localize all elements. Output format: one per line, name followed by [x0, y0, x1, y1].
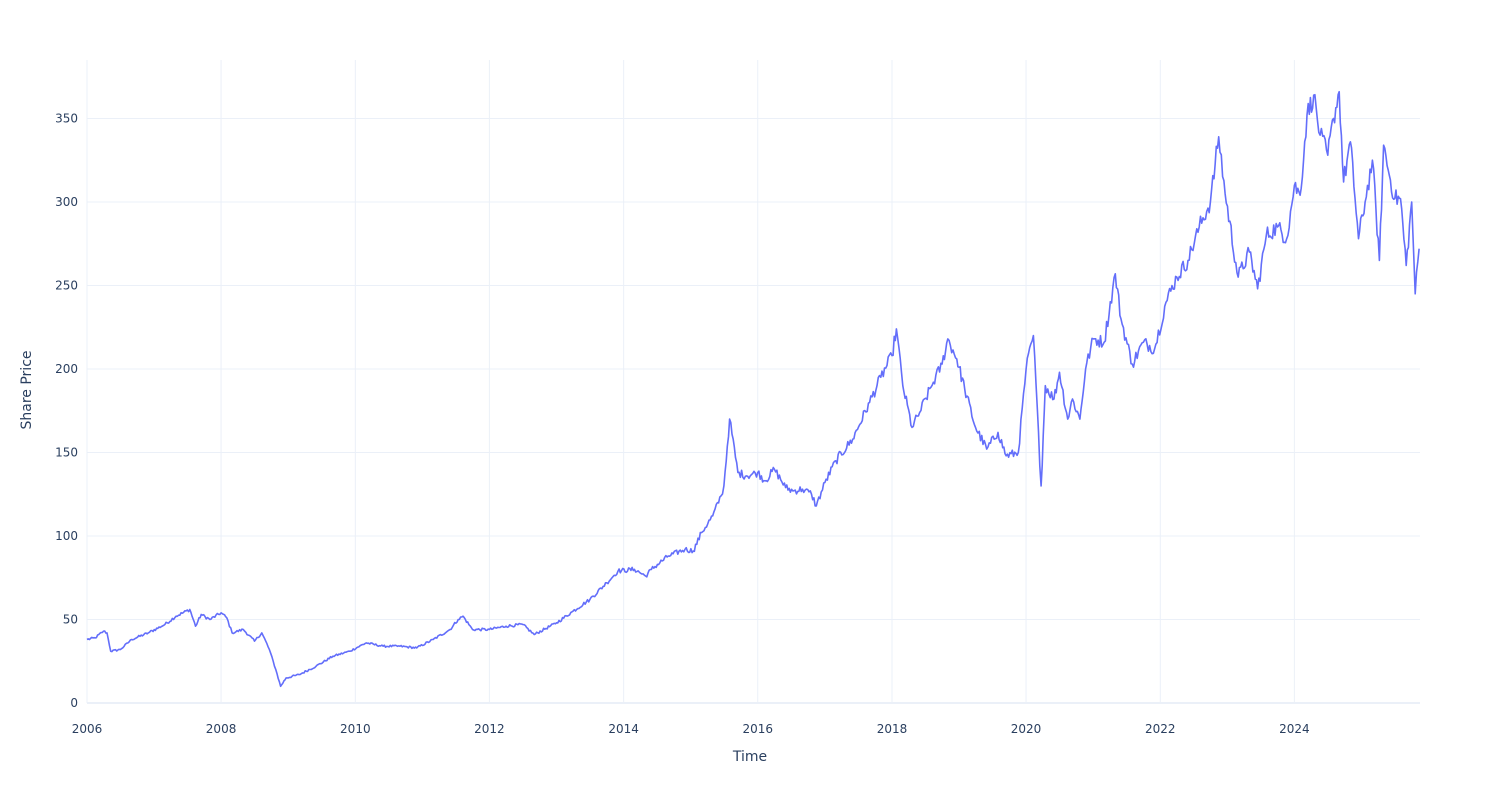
y-tick-labels: 0 50 100 150 200 250 300 350: [55, 111, 78, 710]
y-axis-title: Share Price: [19, 350, 35, 429]
x-axis-title: Time: [732, 749, 767, 765]
y-tick-label-300: 300: [55, 195, 78, 209]
x-tick-label-2012: 2012: [474, 722, 505, 736]
y-tick-label-0: 0: [70, 696, 78, 710]
y-tick-label-200: 200: [55, 362, 78, 376]
x-tick-labels: 2006 2008 2010 2012 2014 2016 2018 2020 2022 2024: [72, 722, 1310, 736]
x-gridlines: [86, 60, 1295, 703]
y-tick-label-50: 50: [63, 612, 78, 626]
y-tick-label-150: 150: [55, 445, 78, 459]
x-tick-label-2010: 2010: [340, 722, 371, 736]
series-layer: [86, 90, 1420, 688]
y-gridlines: [87, 117, 1420, 704]
y-tick-label-350: 350: [55, 111, 78, 125]
x-tick-label-2020: 2020: [1011, 722, 1042, 736]
x-tick-label-2022: 2022: [1145, 722, 1176, 736]
x-tick-label-2016: 2016: [742, 722, 773, 736]
share-price-line: [86, 90, 1420, 688]
x-tick-label-2018: 2018: [877, 722, 908, 736]
y-tick-label-250: 250: [55, 278, 78, 292]
x-tick-label-2024: 2024: [1279, 722, 1310, 736]
x-tick-label-2006: 2006: [72, 722, 103, 736]
x-tick-label-2014: 2014: [608, 722, 639, 736]
y-tick-label-100: 100: [55, 529, 78, 543]
x-tick-label-2008: 2008: [206, 722, 237, 736]
